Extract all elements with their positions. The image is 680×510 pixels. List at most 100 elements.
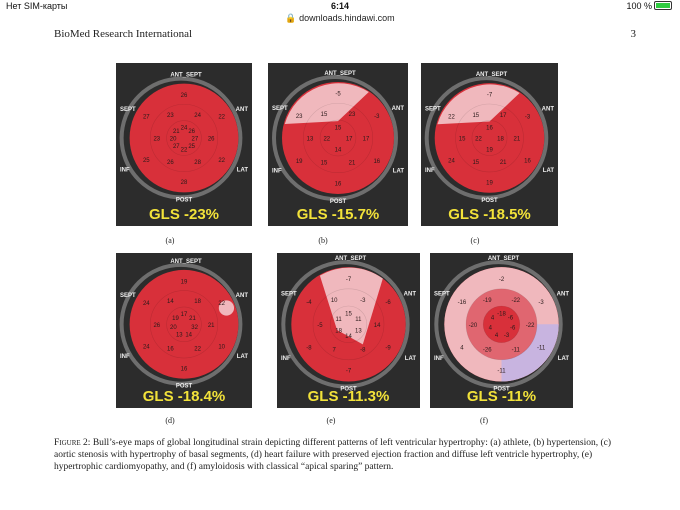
- segment-value: 19: [296, 159, 303, 165]
- page-number: 3: [630, 28, 637, 40]
- wall-label-ant-sept: ANT_SEPT: [170, 73, 202, 79]
- bulls-eye-panel-c: -7 -3 16 19 24 22 17 21 21 15 15 15 16 18 19 22 ANT_SEPT…: [421, 63, 558, 226]
- wall-ring: [424, 76, 549, 200]
- segment-value: -5: [317, 323, 323, 329]
- segment-value: 13: [176, 333, 183, 339]
- segment-value: 24: [181, 126, 188, 132]
- segment-value: 26: [167, 160, 174, 166]
- caption-text: Bull’s-eye maps of global longitudinal s…: [54, 438, 612, 472]
- wall-label-ant: ANT: [236, 107, 249, 113]
- segment-value: -2: [499, 277, 505, 283]
- panel-label-d: (d): [165, 416, 175, 425]
- segment-value: -3: [525, 115, 531, 121]
- wall-label-inf: INF: [434, 356, 444, 362]
- segment-value: -7: [487, 93, 493, 99]
- segment-value: 24: [143, 301, 150, 307]
- wall-ring: [434, 260, 563, 389]
- wall-label-lat: LAT: [543, 168, 555, 174]
- segment-value: -7: [346, 369, 352, 375]
- segment-value: 16: [373, 159, 380, 165]
- segment-value: 15: [345, 311, 352, 317]
- segment-value: 17: [500, 113, 507, 119]
- segment-value: 20: [170, 325, 177, 331]
- clock: 6:14: [330, 1, 349, 11]
- segment-value: 32: [191, 325, 198, 331]
- segment-value: -19: [483, 298, 492, 304]
- myocardium-disc: [129, 83, 239, 193]
- wall-label-inf: INF: [272, 169, 282, 175]
- panel-label-a: (a): [165, 236, 175, 245]
- segment-value: 11: [335, 317, 342, 323]
- wall-label-post: POST: [493, 387, 510, 393]
- segment-value: 22: [194, 346, 201, 352]
- segment-value: 23: [153, 137, 160, 143]
- address-bar[interactable]: 🔒 downloads.hindawi.com: [285, 13, 395, 23]
- segment-value: -3: [374, 114, 380, 120]
- segment-value: 22: [448, 115, 455, 121]
- segment-value: 19: [486, 147, 493, 153]
- journal-title: BioMed Research International: [54, 28, 193, 40]
- segment-value: 22: [181, 147, 188, 153]
- bulls-eye-map-f: -2-3-11-114-16 -22-22-11-26-20-19-18-6-6-…: [430, 253, 573, 408]
- segment-value: -6: [508, 316, 514, 322]
- hypokinetic-region: [218, 300, 235, 316]
- segment-value: 4: [489, 325, 493, 331]
- segment-value: 14: [374, 323, 381, 329]
- carrier-label: Нет SIM-карты: [6, 1, 68, 11]
- segment-ring-line: [166, 306, 202, 343]
- wall-label-ant: ANT: [236, 293, 249, 299]
- segment-value: 28: [181, 180, 188, 186]
- segment-value: 14: [345, 334, 352, 340]
- segment-value: -7: [346, 277, 352, 283]
- wall-label-sept: SEPT: [120, 107, 136, 113]
- segment-value: 4: [491, 316, 495, 322]
- segment-value: 21: [189, 316, 196, 322]
- wall-label-ant-sept: ANT_SEPT: [324, 71, 356, 77]
- segment-value: 16: [524, 158, 531, 164]
- wall-ring: [281, 260, 410, 389]
- segment-value: 16: [486, 126, 493, 132]
- wall-label-ant-sept: ANT_SEPT: [335, 256, 367, 262]
- wall-label-ant-sept: ANT_SEPT: [488, 256, 520, 262]
- bulls-eye-panel-a: 26 22 22 28 25 27 24 26 28 26 23 23 24 26 27 25 22 27 20 21…: [116, 63, 252, 226]
- wall-label-sept: SEPT: [120, 293, 136, 299]
- url-text: downloads.hindawi.com: [299, 13, 395, 23]
- segment-value: 24: [143, 345, 150, 351]
- wall-label-ant-sept: ANT_SEPT: [170, 259, 202, 265]
- segment-value: -18: [497, 311, 506, 317]
- bulls-eye-map-b: -5 -3 16 16 19 23 23 17 21 15 13 15 15 17 14 22 ANT_SEPT…: [268, 63, 408, 226]
- wall-label-post: POST: [340, 387, 357, 393]
- segment-value: 21: [173, 129, 180, 135]
- myocardium-disc: [129, 269, 239, 379]
- caption-head: Figure 2:: [54, 438, 91, 448]
- segment-value: 18: [335, 329, 342, 335]
- segment-value: 25: [188, 144, 195, 150]
- segment-value: -5: [335, 92, 341, 98]
- bulls-eye-panel-f: -2 -3 -11 -11 4 -16 -22 -22 -11 -26 -20 -19 -18 -6 -6-…: [430, 253, 573, 408]
- segment-ring-line: [482, 305, 521, 343]
- wall-ring: [272, 74, 398, 201]
- hypokinetic-region: [284, 83, 369, 124]
- segment-value: 26: [208, 137, 215, 143]
- wall-label-post: POST: [330, 199, 347, 205]
- panel-label-c: (c): [470, 236, 480, 245]
- segment-value: 14: [185, 333, 192, 339]
- bulls-eye-map-e: -7-6-9-7-8-4 -314-87-510151113141811ANT_S…: [277, 253, 420, 408]
- segment-value: -9: [385, 346, 391, 352]
- segment-value: 16: [181, 366, 188, 372]
- segment-ring-line: [471, 120, 508, 156]
- wall-label-post: POST: [176, 197, 193, 203]
- segment-value: 19: [486, 180, 493, 186]
- segment-value: 15: [472, 160, 479, 166]
- segment-value: 22: [475, 137, 482, 143]
- segment-value: 22: [218, 301, 225, 307]
- segment-value: -6: [385, 300, 391, 306]
- segment-ring-line: [302, 102, 374, 174]
- segment-value: -26: [483, 348, 492, 354]
- wall-label-inf: INF: [281, 356, 291, 362]
- hypokinetic-region: [437, 84, 520, 125]
- gls-value: GLS -11.3%: [308, 388, 390, 405]
- segment-value: -11: [537, 346, 546, 352]
- wall-label-ant: ANT: [404, 292, 417, 298]
